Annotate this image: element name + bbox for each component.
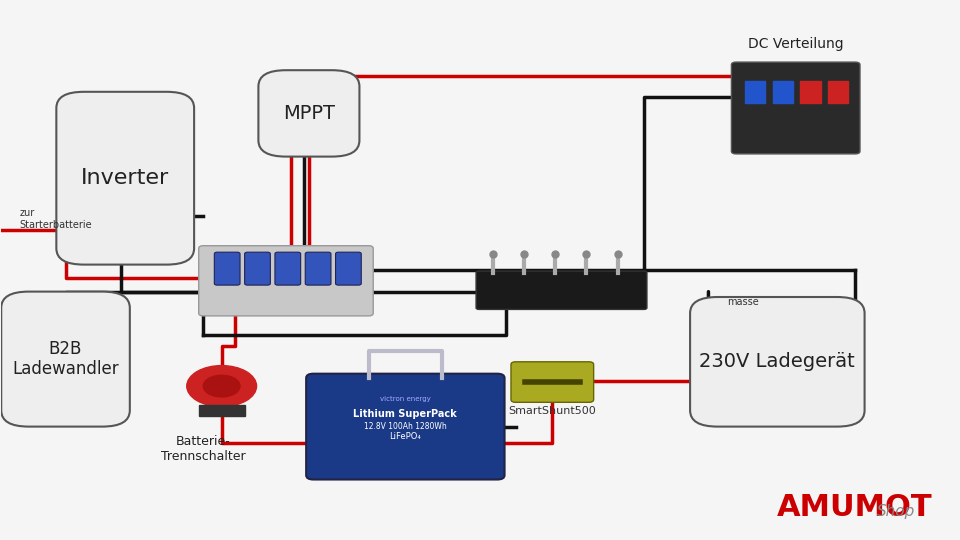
FancyBboxPatch shape: [690, 297, 865, 427]
Bar: [828, 81, 848, 103]
FancyBboxPatch shape: [57, 92, 194, 265]
Text: MPPT: MPPT: [283, 104, 335, 123]
Text: AMUMOT: AMUMOT: [778, 493, 933, 522]
FancyBboxPatch shape: [258, 70, 359, 157]
Text: DC Verteilung: DC Verteilung: [748, 37, 844, 51]
Text: LiFePO₄: LiFePO₄: [390, 432, 421, 441]
Text: B2B
Ladewandler: B2B Ladewandler: [12, 340, 119, 379]
Text: Shop: Shop: [876, 504, 915, 519]
Bar: [773, 81, 793, 103]
FancyBboxPatch shape: [732, 62, 860, 154]
Text: zur
Starterbatterie: zur Starterbatterie: [19, 208, 92, 230]
FancyBboxPatch shape: [476, 271, 647, 309]
Text: SmartShunt500: SmartShunt500: [509, 406, 596, 416]
Text: Lithium SuperPack: Lithium SuperPack: [353, 409, 457, 419]
FancyBboxPatch shape: [199, 246, 373, 316]
FancyBboxPatch shape: [511, 362, 593, 402]
FancyBboxPatch shape: [305, 252, 331, 285]
Text: 230V Ladegerät: 230V Ladegerät: [700, 352, 855, 372]
Circle shape: [187, 366, 256, 407]
Bar: [745, 81, 765, 103]
FancyBboxPatch shape: [245, 252, 271, 285]
Text: masse: masse: [727, 298, 758, 307]
Text: victron energy: victron energy: [380, 396, 431, 402]
FancyBboxPatch shape: [275, 252, 300, 285]
Bar: [199, 405, 245, 416]
Text: 12.8V 100Ah 1280Wh: 12.8V 100Ah 1280Wh: [364, 422, 446, 431]
FancyBboxPatch shape: [306, 374, 505, 480]
Text: Inverter: Inverter: [81, 168, 169, 188]
FancyBboxPatch shape: [1, 292, 130, 427]
Bar: [801, 81, 821, 103]
FancyBboxPatch shape: [214, 252, 240, 285]
Text: Batterie-
Trennschalter: Batterie- Trennschalter: [161, 435, 246, 463]
FancyBboxPatch shape: [336, 252, 361, 285]
Circle shape: [204, 375, 240, 397]
